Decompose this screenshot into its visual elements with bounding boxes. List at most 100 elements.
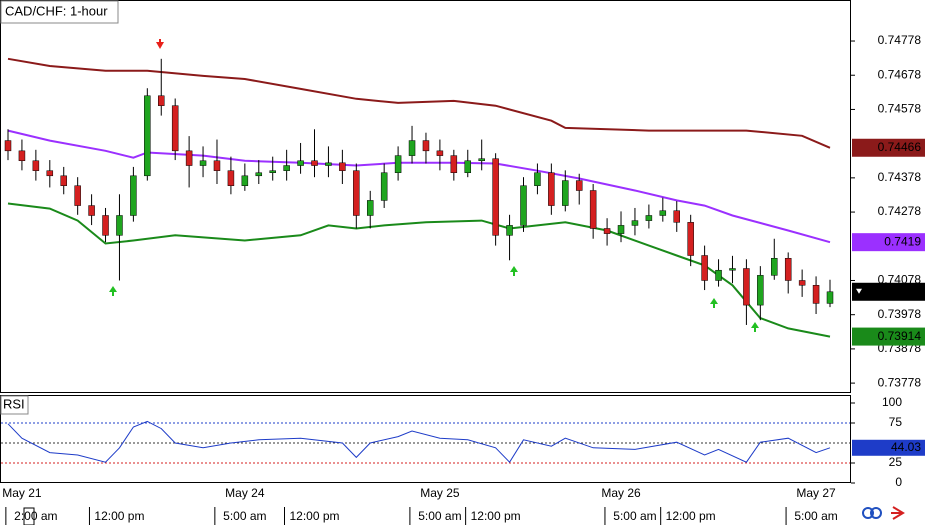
- candle-body: [366, 200, 374, 216]
- candle-body: [701, 255, 708, 281]
- candle-body: [227, 170, 235, 186]
- price-tag-label: 0.74045: [878, 284, 922, 298]
- candle-body: [353, 170, 360, 216]
- band-line: [7, 202, 831, 338]
- candle-body: [32, 160, 40, 171]
- candle-body: [422, 140, 430, 152]
- candle-body: [408, 140, 416, 156]
- rsi-tick-label: 75: [889, 415, 903, 429]
- candle-body: [4, 140, 12, 152]
- toolbar-icons[interactable]: [862, 506, 905, 520]
- current-marker: [856, 288, 862, 294]
- buy-arrows: [109, 266, 759, 332]
- candle-body: [603, 228, 611, 234]
- candle-body: [185, 150, 193, 166]
- candle-body: [241, 175, 249, 186]
- candle-body: [729, 268, 736, 271]
- candle-body: [158, 95, 165, 106]
- candle-body: [297, 160, 304, 166]
- candle-body: [659, 210, 667, 216]
- candle-body: [506, 225, 513, 236]
- rsi-tick-label: 25: [889, 455, 903, 469]
- candle-body: [18, 150, 26, 162]
- candle-body: [380, 172, 388, 201]
- y-tick-label: 0.73978: [878, 307, 922, 321]
- y-tick-label: 0.73778: [878, 375, 922, 389]
- x-time-label: 12:00 pm: [471, 509, 521, 523]
- candle-body: [213, 160, 221, 171]
- price-pane: [0, 0, 851, 393]
- candle-body: [74, 185, 81, 206]
- candle-body: [617, 225, 625, 234]
- candle-body: [645, 215, 653, 221]
- rsi-label: RSI: [3, 396, 25, 411]
- y-tick-label: 0.74578: [878, 102, 922, 116]
- candle-body: [116, 215, 123, 236]
- candle-body: [631, 220, 639, 226]
- candle-body: [283, 165, 290, 171]
- candle-body: [743, 268, 750, 306]
- candle-body: [436, 150, 444, 156]
- candle-body: [255, 172, 263, 177]
- x-date-label: May 25: [420, 486, 460, 500]
- price-tag: [852, 327, 925, 346]
- candle-body: [102, 215, 109, 236]
- candle-body: [394, 155, 402, 173]
- candle-body: [88, 205, 95, 216]
- candle-body: [826, 291, 834, 304]
- x-time-label: 12:00 pm: [289, 509, 339, 523]
- candle-body: [464, 160, 472, 173]
- candle-body: [130, 175, 137, 216]
- candle-body: [771, 257, 778, 276]
- price-tag-label: 0.73914: [878, 329, 922, 343]
- band-line: [7, 57, 831, 149]
- candle-body: [311, 160, 318, 166]
- sell-arrow: [156, 42, 164, 49]
- candle-body: [199, 160, 207, 166]
- y-tick-label: 0.74778: [878, 33, 922, 47]
- x-date-label: May 26: [601, 486, 641, 500]
- y-tick-label: 0.74678: [878, 67, 922, 81]
- candle-body: [575, 180, 583, 191]
- candle-body: [715, 269, 722, 281]
- sell-arrow: [159, 39, 161, 43]
- x-time-label: 12:00 pm: [666, 509, 716, 523]
- scroll-box[interactable]: [23, 507, 35, 525]
- chart-title: CAD/CHF: 1-hour: [5, 3, 108, 18]
- candle-body: [144, 95, 151, 177]
- candle-body: [339, 162, 346, 171]
- rsi-pane: [0, 395, 851, 483]
- rsi-tick-label: 100: [882, 395, 902, 409]
- y-tick-label: 0.74278: [878, 204, 922, 218]
- x-date-label: May 21: [2, 486, 42, 500]
- candle-body: [784, 257, 792, 281]
- x-time-label: 5:00 am: [418, 509, 461, 523]
- x-time-label: 2:00 am: [14, 509, 57, 523]
- x-time-label: 5:00 am: [223, 509, 266, 523]
- rsi-label-box: [0, 395, 29, 415]
- x-date-label: May 27: [796, 486, 836, 500]
- candle-body: [534, 172, 541, 186]
- candle-body: [325, 162, 332, 166]
- y-tick-label: 0.74378: [878, 170, 922, 184]
- x-time-label: 12:00 pm: [94, 509, 144, 523]
- candle-body: [171, 105, 179, 152]
- rsi-tick-label: 0: [895, 475, 902, 489]
- candle-body: [548, 172, 555, 206]
- x-date-label: May 24: [225, 486, 265, 500]
- candle-body: [46, 170, 54, 177]
- candle-body: [757, 275, 764, 306]
- candle-body: [60, 175, 67, 186]
- price-tag-label: 0.7419: [884, 234, 921, 248]
- candle-body: [269, 170, 276, 173]
- candle-body: [520, 185, 527, 226]
- price-tag: [852, 282, 925, 301]
- x-time-label: 5:00 am: [794, 509, 837, 523]
- price-tag: [852, 138, 925, 157]
- price-tag-label: 0.74466: [878, 140, 922, 154]
- candle-body: [812, 285, 820, 304]
- candle-body: [687, 222, 694, 256]
- x-time-label: 5:00 am: [613, 509, 656, 523]
